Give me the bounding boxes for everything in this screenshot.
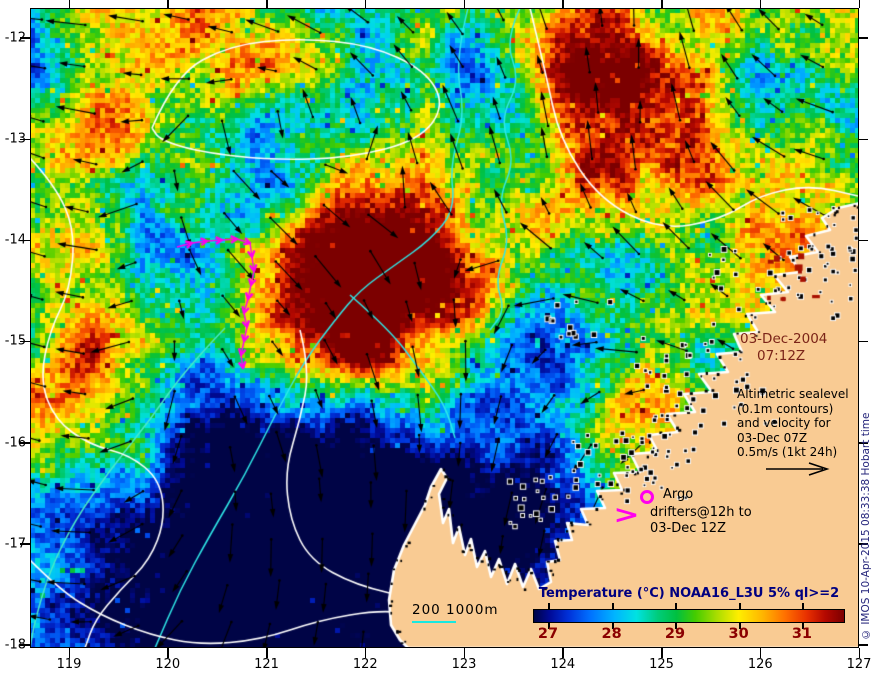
lat-axis-label: -14: [4, 232, 26, 248]
lon-axis-label: 127: [846, 657, 872, 672]
axis-tick: [547, 623, 550, 629]
axis-tick: [20, 340, 30, 343]
axis-tick: [20, 442, 30, 444]
axis-tick: [167, 0, 169, 8]
date-line: 03-Dec-2004: [740, 331, 828, 347]
sst-map-canvas: [30, 8, 859, 648]
lon-axis-label: 120: [155, 657, 181, 672]
lon-axis-label: 119: [56, 657, 82, 672]
axis-tick: [859, 37, 868, 39]
lat-axis-label: -18: [4, 637, 26, 653]
axis-tick: [20, 543, 30, 545]
axis-tick: [674, 623, 677, 629]
axis-tick: [463, 0, 465, 8]
argo-circle-icon: [640, 490, 654, 504]
axis-tick: [661, 0, 663, 8]
axis-tick: [859, 340, 868, 343]
lon-axis-label: 126: [747, 657, 773, 672]
lon-axis-label: 122: [352, 657, 378, 672]
axis-tick: [858, 648, 860, 658]
altimetry-line: 0.5m/s (1kt 24h): [737, 445, 838, 459]
axis-tick: [463, 648, 465, 658]
lon-axis-label: 124: [550, 657, 576, 672]
time-line: 07:12Z: [757, 348, 806, 364]
lon-axis-label: 125: [649, 657, 674, 672]
axis-tick: [859, 543, 868, 545]
lat-axis-label: -16: [4, 435, 26, 451]
axis-tick: [364, 648, 367, 658]
colorbar-tick-label: 30: [728, 626, 749, 642]
scalebar-line: [412, 621, 456, 623]
date-annotation: 03-Dec-2004 07:12Z: [740, 331, 827, 365]
colorbar-tick-label: 28: [601, 626, 622, 642]
altimetry-line: and velocity for: [737, 416, 831, 430]
axis-tick: [801, 623, 804, 629]
axis-tick: [266, 0, 268, 8]
axis-tick: [858, 0, 860, 8]
watermark-text: © IMOS 10-Apr-2015 08:33:38 Hobart time: [860, 412, 872, 640]
axis-tick: [547, 603, 550, 609]
axis-tick: [611, 623, 614, 629]
axis-tick: [20, 644, 30, 646]
axis-tick: [759, 648, 762, 658]
axis-tick: [364, 0, 367, 8]
colorbar-tick-label: 31: [791, 626, 813, 642]
axis-tick: [266, 648, 268, 658]
velocity-reference-arrow-icon: [766, 462, 830, 476]
axis-tick: [759, 0, 762, 8]
drifter-label-line: 03-Dec 12Z: [650, 521, 726, 536]
axis-tick: [674, 603, 677, 609]
drifter-arrow-icon: >: [613, 500, 640, 529]
lat-axis-label: -13: [4, 131, 26, 147]
drifter-label-line: drifters@12h to: [650, 505, 752, 520]
axis-tick: [68, 0, 70, 8]
colorbar: [533, 609, 845, 623]
axis-tick: [859, 644, 868, 646]
scalebar-label: 200 1000m: [412, 602, 499, 618]
argo-label: Argo: [663, 487, 694, 502]
axis-tick: [738, 623, 741, 629]
axis-tick: [68, 648, 70, 658]
axis-tick: [611, 603, 614, 609]
altimetry-annotation: Altimetric sealevel (0.1m contours) and …: [737, 387, 849, 460]
axis-tick: [20, 37, 30, 39]
axis-tick: [167, 648, 169, 658]
axis-tick: [20, 239, 30, 242]
altimetry-line: 03-Dec 07Z: [737, 430, 808, 445]
lat-axis-label: -15: [4, 333, 26, 349]
lat-axis-label: -12: [4, 30, 26, 46]
altimetry-line: Altimetric sealevel: [737, 387, 849, 401]
axis-tick: [859, 442, 868, 444]
axis-tick: [20, 138, 30, 141]
axis-tick: [661, 648, 663, 658]
axis-tick: [738, 603, 741, 609]
axis-tick: [859, 239, 868, 242]
lon-axis-label: 121: [254, 657, 279, 672]
altimetry-line: (0.1m contours): [737, 401, 834, 416]
axis-tick: [562, 648, 564, 658]
axis-tick: [859, 138, 868, 141]
drifter-label: drifters@12h to 03-Dec 12Z: [650, 505, 752, 537]
colorbar-title: Temperature (°C) NOAA16_L3U 5% ql>=2: [538, 586, 840, 601]
axis-tick: [562, 0, 564, 8]
lon-axis-label: 123: [451, 657, 477, 672]
colorbar-tick-label: 27: [537, 626, 559, 642]
colorbar-tick-label: 29: [664, 626, 686, 642]
lat-axis-label: -17: [4, 536, 26, 552]
axis-tick: [801, 603, 804, 609]
